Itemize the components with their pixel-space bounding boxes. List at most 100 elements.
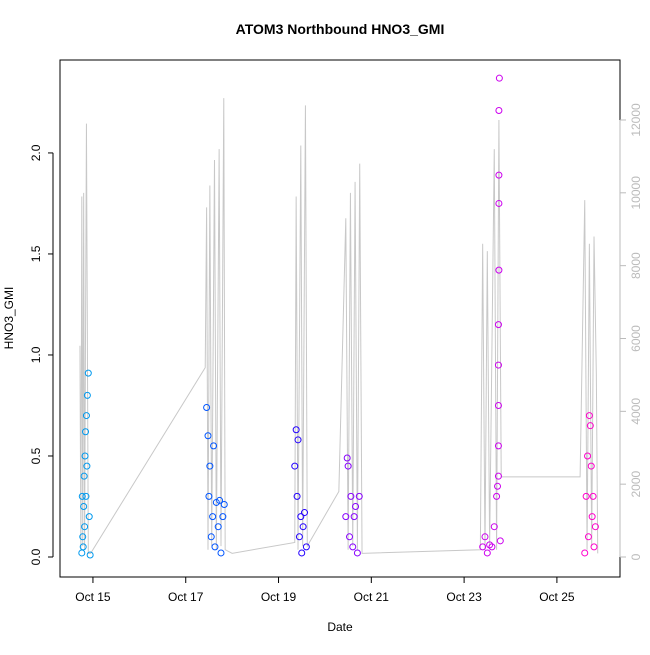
data-point [82,492,90,500]
x-tick-label: Oct 17 [168,590,204,604]
y2-tick-label: 10000 [629,176,643,210]
data-point [203,403,211,411]
data-point [349,543,357,551]
data-point [495,74,503,82]
data-point [80,502,88,510]
data-point [582,492,590,500]
data-point [588,513,596,521]
data-point [81,523,89,531]
data-point [355,492,363,500]
data-point [217,549,225,557]
data-point [86,551,94,559]
x-axis-label: Date [327,620,353,634]
data-point [219,513,227,521]
data-point [204,432,212,440]
data-point [494,442,502,450]
data-point [342,513,350,521]
data-point [80,472,88,480]
data-point [495,199,503,207]
y-tick-label: 1.0 [29,346,43,363]
data-point [293,492,301,500]
data-point [581,549,589,557]
data-point [302,543,310,551]
data-point [586,422,594,430]
data-point [301,509,309,517]
data-point [352,502,360,510]
y2-tick-label: 4000 [629,398,643,425]
data-point [494,361,502,369]
data-point [291,462,299,470]
data-point [206,462,214,470]
data-point [353,549,361,557]
data-point [584,452,592,460]
data-point [205,492,213,500]
data-point [295,533,303,541]
data-point [495,107,503,115]
data-point [84,369,92,377]
data-point [220,500,228,508]
data-point [210,442,218,450]
chart-title: ATOM3 Northbound HNO3_GMI [236,21,445,37]
data-point [350,513,358,521]
data-point [343,454,351,462]
x-tick-label: Oct 15 [75,590,111,604]
y2-tick-label: 6000 [629,325,643,352]
data-point [481,533,489,541]
y2-tick-label: 12000 [629,103,643,137]
data-point [344,462,352,470]
data-point [214,523,222,531]
data-point [494,472,502,480]
data-point [346,533,354,541]
data-point [483,549,491,557]
data-point [496,537,504,545]
data-point [479,543,487,551]
data-point [78,549,86,557]
data-point [494,482,502,490]
data-point [347,492,355,500]
data-point [82,412,90,420]
data-point [494,321,502,329]
y-tick-label: 1.5 [29,245,43,262]
data-point [83,391,91,399]
altitude-line [79,98,599,554]
y-tick-label: 0.5 [29,447,43,464]
data-point [79,533,87,541]
data-point [590,543,598,551]
data-point [83,462,91,470]
data-point [294,436,302,444]
data-point [79,543,87,551]
y2-tick-label: 2000 [629,470,643,497]
data-point [298,549,306,557]
y-tick-label: 0.0 [29,548,43,565]
x-tick-label: Oct 19 [261,590,297,604]
data-point [211,543,219,551]
data-point [493,492,501,500]
data-point [486,541,494,549]
data-point [82,428,90,436]
data-point [207,533,215,541]
data-point [490,523,498,531]
y-axis-label: HNO3_GMI [2,287,16,350]
data-point [495,171,503,179]
data-point [591,523,599,531]
data-point [81,452,89,460]
x-tick-label: Oct 21 [354,590,390,604]
data-point [209,513,217,521]
data-point [78,492,86,500]
data-point [297,513,305,521]
y-tick-label: 2.0 [29,144,43,161]
data-point [585,412,593,420]
x-tick-label: Oct 23 [446,590,482,604]
data-point [587,462,595,470]
data-point [292,426,300,434]
y2-tick-label: 8000 [629,252,643,279]
data-point [216,496,224,504]
x-tick-label: Oct 25 [539,590,575,604]
data-point [85,513,93,521]
y2-tick-label: 0 [629,553,643,560]
data-point [584,533,592,541]
data-point [589,492,597,500]
data-point [495,266,503,274]
